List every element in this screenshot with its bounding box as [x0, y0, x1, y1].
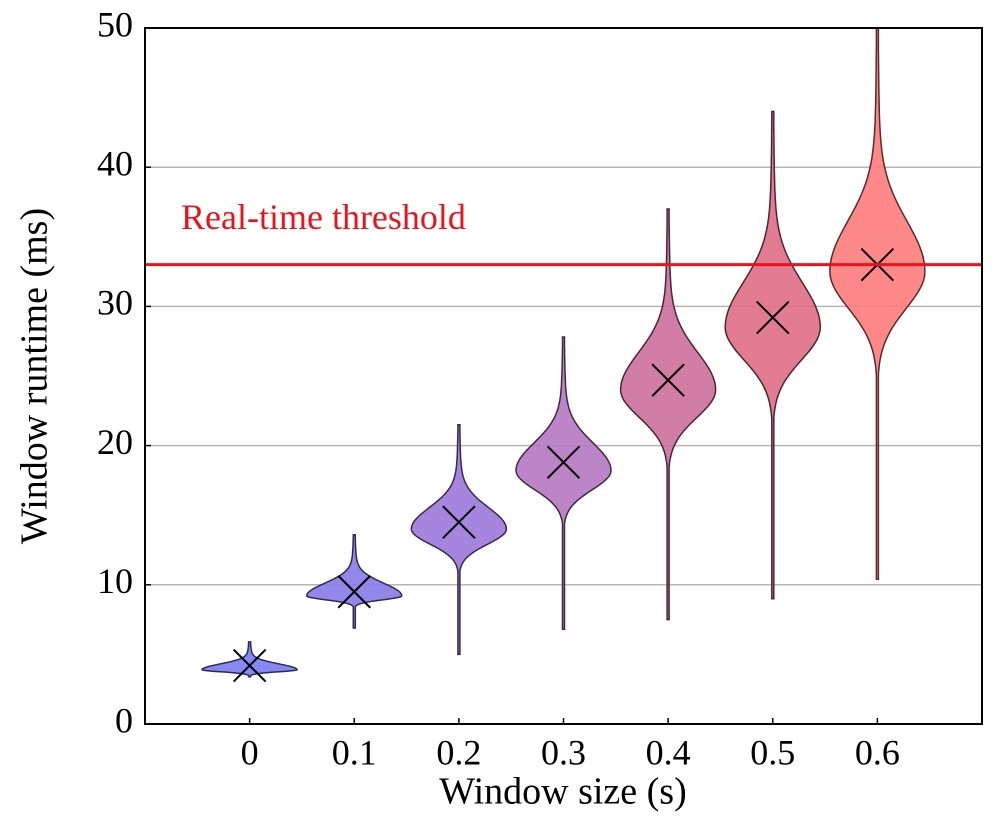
y-tick-label: 0 [115, 700, 133, 740]
violin [410, 423, 508, 656]
violin [619, 208, 717, 621]
mean-marker [337, 575, 371, 609]
mean-marker [756, 300, 790, 335]
plot-frame [144, 27, 983, 725]
y-tick-label: 40 [97, 143, 133, 183]
violin [829, 27, 926, 580]
mean-marker [442, 505, 476, 539]
threshold-label: Real-time threshold [181, 197, 466, 237]
x-tick-label: 0.3 [541, 732, 586, 772]
violin [724, 110, 822, 600]
violin [201, 641, 298, 678]
y-tick-label: 20 [97, 422, 133, 462]
x-tick-label: 0.5 [750, 732, 795, 772]
x-tick-label: 0.4 [646, 732, 691, 772]
y-tick-label: 10 [97, 561, 133, 601]
x-tick-label: 0.6 [855, 732, 900, 772]
violin [515, 336, 612, 631]
x-tick-label: 0.2 [436, 732, 481, 772]
mean-marker [546, 445, 581, 480]
x-axis-label: Window size (s) [439, 771, 687, 813]
x-tick-label: 0.1 [332, 732, 377, 772]
x-tick-label: 0 [241, 732, 259, 772]
y-tick-label: 50 [97, 4, 133, 44]
y-axis-label: Window runtime (ms) [14, 208, 56, 544]
mean-marker [232, 648, 267, 683]
y-tick-label: 30 [97, 283, 133, 323]
mean-marker [651, 363, 685, 397]
violin [306, 533, 403, 629]
